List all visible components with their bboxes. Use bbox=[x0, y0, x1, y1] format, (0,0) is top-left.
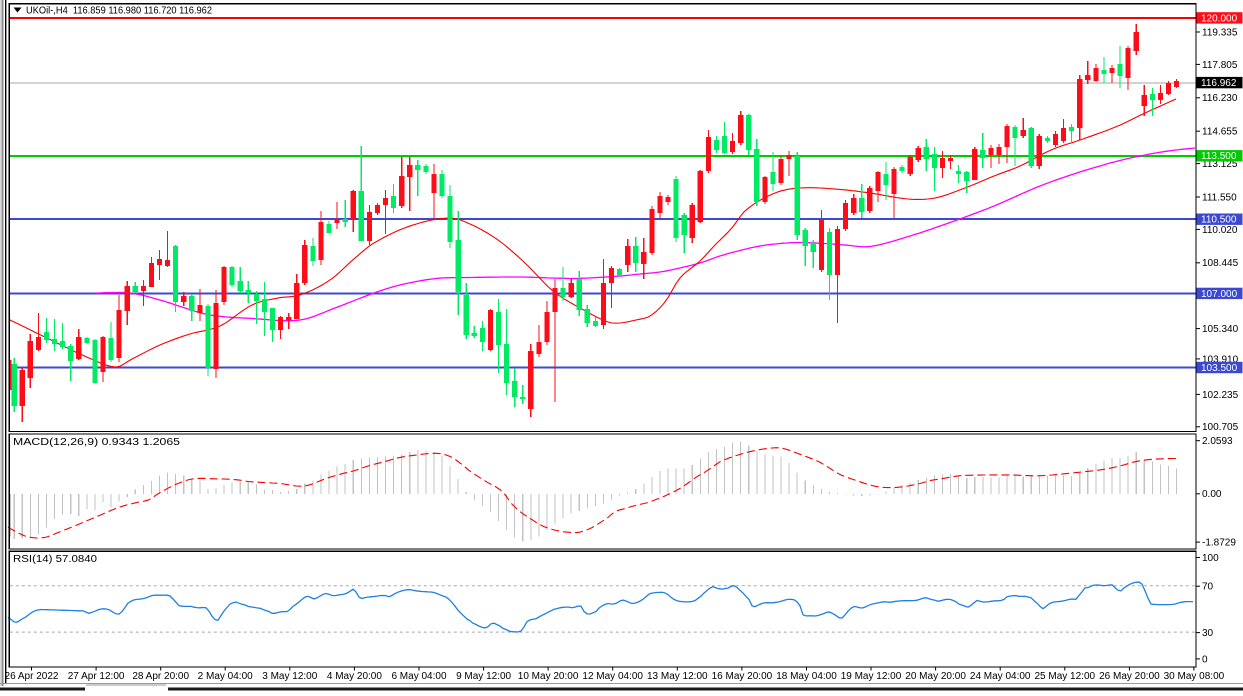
svg-text:28 Apr 20:00: 28 Apr 20:00 bbox=[132, 671, 189, 682]
svg-text:25 May 12:00: 25 May 12:00 bbox=[1034, 671, 1095, 682]
svg-text:26 May 20:00: 26 May 20:00 bbox=[1099, 671, 1160, 682]
svg-text:0: 0 bbox=[1202, 654, 1208, 665]
svg-text:120.000: 120.000 bbox=[1201, 13, 1238, 24]
svg-text:10 May 20:00: 10 May 20:00 bbox=[518, 671, 579, 682]
svg-text:12 May 04:00: 12 May 04:00 bbox=[582, 671, 643, 682]
svg-text:26 Apr 2022: 26 Apr 2022 bbox=[5, 671, 59, 682]
svg-text:30: 30 bbox=[1202, 628, 1214, 639]
svg-text:19 May 12:00: 19 May 12:00 bbox=[841, 671, 902, 682]
svg-text:UKOil-,H4 116.859 116.980 116: UKOil-,H4 116.859 116.980 116.720 116.96… bbox=[26, 6, 212, 17]
svg-text:105.340: 105.340 bbox=[1202, 324, 1239, 335]
svg-text:111.550: 111.550 bbox=[1202, 192, 1237, 203]
svg-text:30 May 08:00: 30 May 08:00 bbox=[1164, 671, 1225, 682]
svg-text:0.00: 0.00 bbox=[1202, 489, 1222, 500]
svg-text:24 May 04:00: 24 May 04:00 bbox=[970, 671, 1031, 682]
svg-text:103.500: 103.500 bbox=[1201, 363, 1238, 374]
svg-text:116.962: 116.962 bbox=[1201, 78, 1237, 89]
svg-text:114.655: 114.655 bbox=[1202, 127, 1238, 138]
svg-text:102.235: 102.235 bbox=[1202, 390, 1239, 401]
svg-text:103.910: 103.910 bbox=[1202, 354, 1239, 365]
svg-text:4 May 20:00: 4 May 20:00 bbox=[327, 671, 382, 682]
svg-text:117.805: 117.805 bbox=[1202, 60, 1238, 71]
svg-text:110.020: 110.020 bbox=[1202, 225, 1238, 236]
svg-text:27 Apr 12:00: 27 Apr 12:00 bbox=[68, 671, 125, 682]
svg-text:-1.8729: -1.8729 bbox=[1202, 538, 1236, 549]
svg-text:9 May 12:00: 9 May 12:00 bbox=[456, 671, 511, 682]
svg-text:RSI(14) 57.0840: RSI(14) 57.0840 bbox=[13, 554, 97, 565]
svg-text:113.500: 113.500 bbox=[1201, 151, 1237, 162]
svg-text:20 May 20:00: 20 May 20:00 bbox=[905, 671, 966, 682]
svg-text:16 May 20:00: 16 May 20:00 bbox=[712, 671, 773, 682]
svg-text:116.230: 116.230 bbox=[1202, 93, 1238, 104]
svg-text:6 May 04:00: 6 May 04:00 bbox=[391, 671, 446, 682]
svg-text:70: 70 bbox=[1202, 582, 1214, 593]
svg-text:3 May 12:00: 3 May 12:00 bbox=[262, 671, 317, 682]
svg-text:100.705: 100.705 bbox=[1202, 422, 1239, 433]
svg-text:110.500: 110.500 bbox=[1201, 215, 1237, 226]
svg-text:107.000: 107.000 bbox=[1201, 289, 1238, 300]
svg-text:119.335: 119.335 bbox=[1202, 27, 1238, 38]
svg-text:13 May 12:00: 13 May 12:00 bbox=[647, 671, 708, 682]
svg-text:18 May 04:00: 18 May 04:00 bbox=[776, 671, 837, 682]
svg-text:2 May 04:00: 2 May 04:00 bbox=[198, 671, 253, 682]
svg-text:113.125: 113.125 bbox=[1202, 159, 1238, 170]
svg-text:108.445: 108.445 bbox=[1202, 258, 1239, 269]
svg-text:MACD(12,26,9) 0.9343 1.2065: MACD(12,26,9) 0.9343 1.2065 bbox=[13, 437, 181, 448]
svg-text:100: 100 bbox=[1202, 553, 1219, 564]
svg-text:2.0593: 2.0593 bbox=[1202, 436, 1233, 447]
